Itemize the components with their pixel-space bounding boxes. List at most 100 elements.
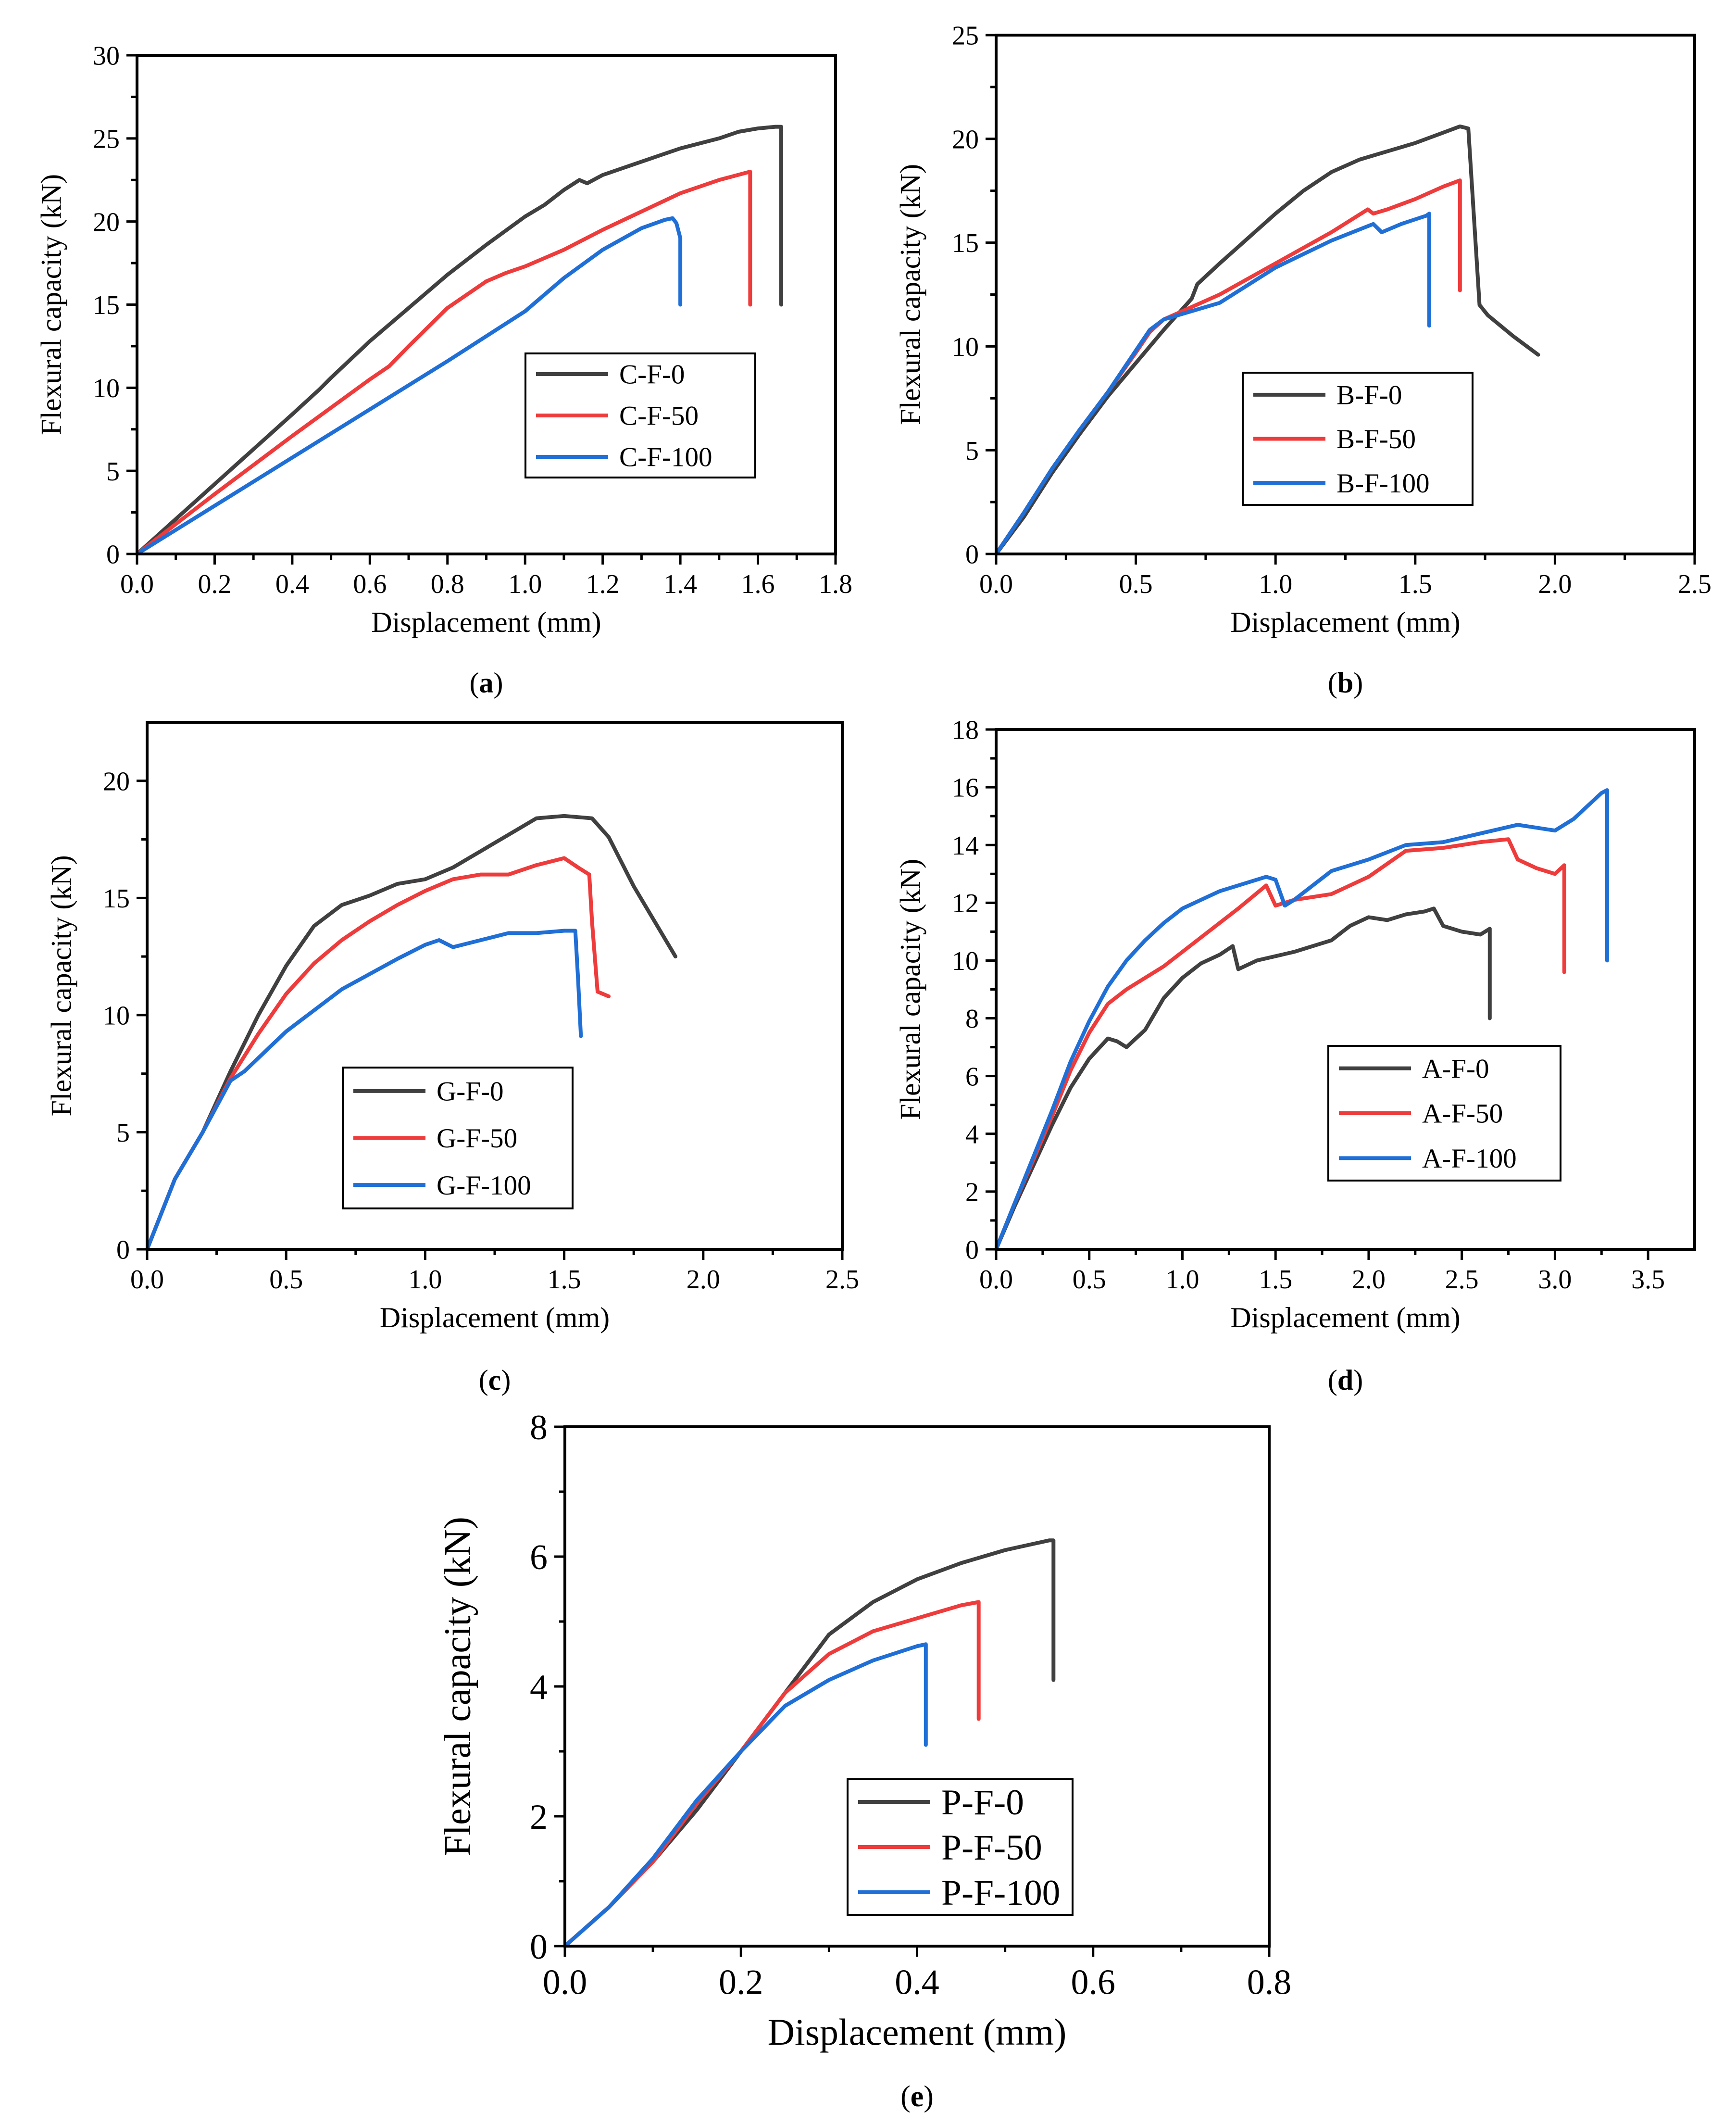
y-tick-label: 20 — [103, 767, 130, 796]
legend-label: G-F-100 — [437, 1170, 531, 1201]
series-line-c-f-50 — [135, 170, 752, 556]
legend-label: P-F-0 — [941, 1783, 1024, 1823]
legend-label: A-F-0 — [1422, 1054, 1489, 1084]
y-tick-label: 4 — [965, 1119, 979, 1149]
x-tick-label: 2.0 — [1538, 569, 1572, 599]
legend-label: A-F-50 — [1422, 1099, 1503, 1129]
x-tick-label: 1.5 — [548, 1265, 581, 1295]
x-axis-label: Displacement (mm) — [768, 2011, 1067, 2053]
y-tick-label: 18 — [952, 716, 979, 745]
x-tick-label: 0.0 — [979, 1265, 1013, 1295]
x-axis-label: Displacement (mm) — [371, 606, 601, 638]
x-tick-label: 1.0 — [1259, 569, 1292, 599]
series-line-p-f-100 — [563, 1642, 928, 1948]
y-tick-label: 10 — [952, 946, 979, 976]
y-tick-label: 10 — [103, 1001, 130, 1031]
y-tick-label: 5 — [106, 457, 120, 487]
legend-label: G-F-50 — [437, 1123, 517, 1154]
panel-caption: (e) — [900, 2080, 934, 2113]
series-line-c-f-100 — [135, 216, 683, 556]
y-tick-label: 12 — [952, 889, 979, 918]
legend: A-F-0 A-F-50 A-F-100 — [1327, 1045, 1561, 1182]
panel-e: 0.0 0.2 0.4 0.6 0.8 0 2 4 6 8 Displacement (mm) Fle… — [437, 1408, 1292, 2113]
panel-caption: (d) — [1328, 1364, 1363, 1396]
y-tick-label: 10 — [952, 332, 979, 362]
x-tick-label: 2.0 — [1352, 1265, 1386, 1295]
y-axis-label: Flexural capacity (kN) — [894, 859, 926, 1120]
legend-label: P-F-100 — [941, 1873, 1060, 1913]
plot-frame — [136, 54, 837, 555]
x-tick-label: 3.5 — [1631, 1265, 1665, 1295]
x-tick-label: 1.4 — [663, 569, 697, 599]
y-tick-label: 30 — [93, 41, 120, 71]
legend: G-F-0 G-F-50 G-F-100 — [342, 1067, 574, 1209]
x-tick-label: 0.6 — [1071, 1963, 1116, 2002]
y-tick-label: 0 — [530, 1927, 548, 1967]
y-tick-label: 16 — [952, 773, 979, 803]
y-tick-label: 6 — [965, 1062, 979, 1092]
series-line-g-f-100 — [145, 929, 583, 1251]
legend: P-F-0 P-F-50 P-F-100 — [847, 1778, 1074, 1916]
panel-b: 0.0 0.5 1.0 1.5 2.0 2.5 0 5 10 15 20 25 Displacement… — [894, 21, 1711, 699]
x-axis-label: Displacement (mm) — [380, 1302, 610, 1333]
y-tick-label: 25 — [952, 21, 979, 51]
y-tick-label: 25 — [93, 124, 120, 154]
legend-label: C-F-0 — [619, 360, 685, 390]
series-line-b-f-100 — [994, 212, 1431, 556]
x-tick-label: 1.6 — [741, 569, 775, 599]
x-tick-label: 0.0 — [979, 569, 1013, 599]
y-axis-label: Flexural capacity (kN) — [45, 855, 77, 1116]
x-tick-label: 1.0 — [1165, 1265, 1199, 1295]
x-axis-label: Displacement (mm) — [1230, 1302, 1460, 1333]
y-tick-label: 0 — [965, 1235, 979, 1265]
y-tick-label: 2 — [965, 1177, 979, 1207]
panel-caption: (c) — [479, 1364, 511, 1396]
x-tick-label: 0.2 — [198, 569, 231, 599]
panel-caption: (a) — [470, 667, 503, 699]
x-tick-label: 1.0 — [408, 1265, 442, 1295]
y-tick-label: 0 — [965, 540, 979, 570]
y-tick-label: 2 — [530, 1798, 548, 1837]
y-tick-label: 0 — [106, 540, 120, 570]
x-tick-label: 1.5 — [1259, 1265, 1292, 1295]
series-line-b-f-0 — [994, 124, 1540, 556]
x-tick-label: 3.0 — [1538, 1265, 1572, 1295]
x-tick-label: 2.0 — [687, 1265, 720, 1295]
y-tick-label: 0 — [116, 1235, 130, 1265]
series-line-a-f-100 — [994, 788, 1609, 1251]
y-tick-label: 8 — [965, 1004, 979, 1034]
x-tick-label: 0.2 — [719, 1963, 763, 2002]
y-tick-label: 8 — [530, 1408, 548, 1447]
x-tick-label: 0.0 — [120, 569, 154, 599]
y-tick-label: 15 — [952, 228, 979, 258]
legend-label: C-F-50 — [619, 401, 699, 431]
legend-label: C-F-100 — [619, 442, 712, 473]
x-tick-label: 0.6 — [353, 569, 387, 599]
x-tick-label: 1.0 — [508, 569, 542, 599]
y-tick-label: 15 — [103, 884, 130, 914]
x-tick-label: 0.0 — [543, 1963, 587, 2002]
panel-c: 0.0 0.5 1.0 1.5 2.0 2.5 0 5 10 15 20 Displacement (… — [45, 721, 859, 1396]
y-tick-label: 14 — [952, 831, 979, 861]
y-tick-label: 20 — [93, 207, 120, 237]
x-tick-label: 1.5 — [1399, 569, 1432, 599]
x-tick-label: 0.5 — [269, 1265, 303, 1295]
y-axis-label: Flexural capacity (kN) — [894, 164, 926, 425]
panel-caption: (b) — [1328, 667, 1363, 699]
legend: C-F-0 C-F-50 C-F-100 — [525, 352, 756, 478]
y-tick-label: 15 — [93, 290, 120, 320]
x-tick-label: 2.5 — [1678, 569, 1711, 599]
x-tick-label: 0.0 — [130, 1265, 164, 1295]
x-tick-label: 0.4 — [895, 1963, 939, 2002]
legend-label: B-F-0 — [1336, 380, 1402, 410]
x-tick-label: 0.5 — [1119, 569, 1153, 599]
legend-label: B-F-100 — [1336, 468, 1430, 499]
series-line-a-f-0 — [994, 906, 1492, 1251]
x-tick-label: 1.2 — [586, 569, 620, 599]
x-axis-label: Displacement (mm) — [1230, 606, 1460, 638]
y-tick-label: 4 — [530, 1668, 548, 1707]
legend-label: A-F-100 — [1422, 1144, 1517, 1174]
panel-a: 0.0 0.2 0.4 0.6 0.8 1.0 1.2 1.4 1.6 1.8 0 5 10 15 20 25… — [35, 41, 852, 699]
x-tick-label: 1.8 — [819, 569, 852, 599]
